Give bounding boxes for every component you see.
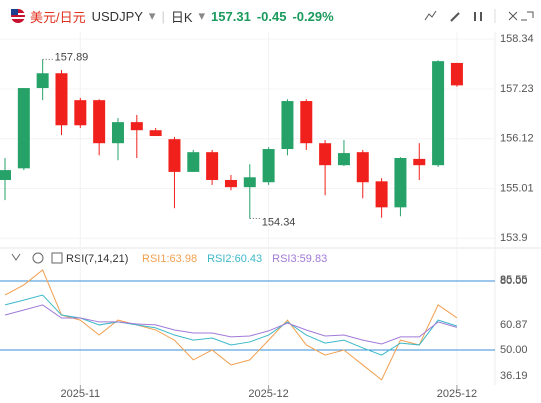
legend-part: 60.43 [235,253,263,265]
low-label: 154.34 [262,216,296,228]
candle-body [394,158,407,208]
y-tick-label: 50.00 [500,344,528,356]
legend-part: 59.83 [300,253,328,265]
x-tick-label: 2025-11 [61,388,101,400]
legend-part: 63.98 [170,253,198,265]
legend-part: : [166,253,169,265]
legend-entry: RSI2:60.43 [207,253,262,265]
legend-part: RSI3 [272,253,296,265]
toolbar[interactable] [417,6,537,26]
rsi-header: RSI(7,14,21) [11,252,128,265]
candle-body [337,153,350,166]
candle-body [319,143,332,166]
y-tick-label: 80.00 [500,275,528,287]
y-tick-label: 153.9 [500,232,528,244]
candle-body [450,62,463,86]
period[interactable]: 日K [170,9,193,25]
dropdown[interactable]: ▾ [148,8,156,23]
legend-part: RSI1 [142,253,166,265]
legend-part: : [297,253,300,265]
y-tick-label: 155.01 [500,182,534,194]
symbol-name[interactable]: 美元/日元 [30,9,86,25]
legend-part: RSI2 [207,253,231,265]
y-tick-label: 85.55 [500,274,528,286]
x-tick-label: 2025-12 [437,388,477,400]
candle-body [93,100,106,144]
legend-entry: RSI3:59.83 [272,253,327,265]
candle-body [413,158,426,166]
candle-body [187,152,200,172]
symbol-code[interactable]: USDJPY [91,8,143,24]
candle-body [168,139,181,172]
candle-body [17,88,30,169]
settings-icon[interactable] [32,252,44,264]
flag-icon [11,9,25,23]
collapse-icon[interactable] [11,253,21,261]
rsi-line [4,269,458,381]
y-tick-label: 158.34 [500,33,534,45]
candle-body [262,149,275,183]
candle-body [300,101,313,144]
rsi-line [4,304,458,345]
legend-part: : [232,253,235,265]
y-tick-label: 36.19 [500,370,528,382]
candle-body [149,130,162,137]
candle-body [36,73,49,89]
legend-entry: RSI1:63.98 [142,253,197,265]
change: -0.45 [256,8,287,24]
candle-body [243,177,256,188]
candle-body [55,73,68,126]
x-tick-label: 2025-12 [248,388,288,400]
candle-body [356,152,369,183]
rsi-title: RSI(7,14,21) [66,253,128,265]
checkbox[interactable] [51,252,63,264]
candle-body [281,101,294,150]
candle-body [432,61,445,166]
price: 157.31 [211,8,251,24]
y-tick-label: 156.12 [500,133,534,145]
y-tick-label: 157.23 [500,83,534,95]
rsi-line [4,294,458,356]
candle-body [74,100,87,126]
candle-body [206,152,219,180]
candle-body [224,179,237,188]
y-tick-label: 60.87 [500,319,528,331]
high-label: 157.89 [55,51,89,63]
candle-body [111,122,124,144]
chart: RSI(7,14,21) 158.34 157.23 156.12 155.01 153… [0,32,541,400]
header: 美元/日元 USDJPY ▾ | 日K ▾ 157.31 -0.45 -0.29… [0,0,541,32]
dropdown[interactable]: ▾ [198,8,206,23]
candle-body [130,122,143,131]
candle-body [0,170,11,180]
divider: | [161,8,165,24]
candle-body [375,181,388,208]
change-pct: -0.29% [292,8,334,24]
